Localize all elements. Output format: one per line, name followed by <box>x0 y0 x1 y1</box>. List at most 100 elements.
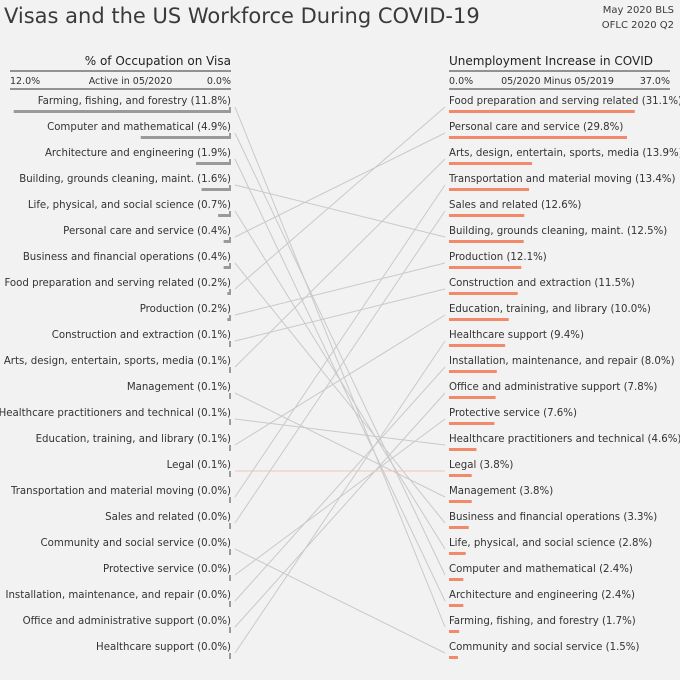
unemployment-bar <box>449 500 472 503</box>
connector-line <box>234 158 446 368</box>
visa-row-label: Construction and extraction (0.1%) <box>52 330 231 341</box>
visa-bar-end <box>229 471 231 477</box>
unemployment-bar <box>449 110 635 113</box>
visa-row-label: Food preparation and serving related (0.… <box>4 278 231 289</box>
source-oflc: OFLC 2020 Q2 <box>601 20 674 31</box>
unemployment-bar <box>449 448 477 451</box>
visa-bar <box>218 214 231 217</box>
visa-bar <box>13 110 231 113</box>
unemployment-bar <box>449 552 466 555</box>
unemployment-bar <box>449 266 522 269</box>
connector-line <box>234 288 446 342</box>
unemployment-bar <box>449 188 530 191</box>
unemployment-bar <box>449 422 495 425</box>
visa-bar-end <box>229 237 231 243</box>
visa-bar <box>140 136 231 139</box>
unemployment-row-label: Business and financial operations (3.3%) <box>449 512 657 523</box>
visa-bar <box>201 188 231 191</box>
visa-bar-end <box>229 367 231 373</box>
visa-row-label: Office and administrative support (0.0%) <box>23 616 231 627</box>
unemployment-row-label: Community and social service (1.5%) <box>449 642 639 653</box>
unemployment-row-label: Computer and mathematical (2.4%) <box>449 564 633 575</box>
left-panel-title: % of Occupation on Visa <box>85 54 231 68</box>
visa-bar-end <box>229 653 231 659</box>
unemployment-bar <box>449 526 469 529</box>
visa-bar-end <box>229 549 231 555</box>
right-axis-min-label: 0.0% <box>449 76 473 87</box>
connector-line <box>234 314 446 446</box>
visa-row-label: Life, physical, and social science (0.7%… <box>28 200 231 211</box>
left-axis-center-label: Active in 05/2020 <box>89 76 173 87</box>
connector-line <box>234 210 446 524</box>
connector-line <box>234 548 446 654</box>
connector-line <box>234 366 446 602</box>
visa-bar-end <box>229 185 231 191</box>
connector-line <box>234 106 446 290</box>
connector-line <box>234 184 446 238</box>
visa-bar-end <box>229 133 231 139</box>
unemployment-bar <box>449 370 497 373</box>
visa-row-label: Installation, maintenance, and repair (0… <box>5 590 231 601</box>
source-bls: May 2020 BLS <box>602 5 674 16</box>
visa-row-label: Arts, design, entertain, sports, media (… <box>4 356 231 367</box>
chart-title: Visas and the US Workforce During COVID-… <box>4 4 480 28</box>
right-axis-center-label: 05/2020 Minus 05/2019 <box>501 76 614 87</box>
visa-row-label: Management (0.1%) <box>127 382 231 393</box>
unemployment-row-label: Education, training, and library (10.0%) <box>449 304 651 315</box>
visa-bar-end <box>229 107 231 113</box>
unemployment-bar <box>449 136 627 139</box>
visa-row-label: Healthcare support (0.0%) <box>96 642 231 653</box>
unemployment-bar <box>449 240 524 243</box>
visa-bar-end <box>229 315 231 321</box>
visa-bar-end <box>229 627 231 633</box>
unemployment-row-label: Production (12.1%) <box>449 252 547 263</box>
visa-row-label: Farming, fishing, and forestry (11.8%) <box>38 96 231 107</box>
left-axis-max-label: 12.0% <box>10 76 40 87</box>
unemployment-row-label: Building, grounds cleaning, maint. (12.5… <box>449 226 667 237</box>
unemployment-bar <box>449 396 496 399</box>
unemployment-row-label: Transportation and material moving (13.4… <box>448 174 675 185</box>
visa-row-label: Protective service (0.0%) <box>103 564 231 575</box>
unemployment-row-label: Legal (3.8%) <box>449 460 513 471</box>
unemployment-row-label: Architecture and engineering (2.4%) <box>449 590 635 601</box>
unemployment-row-label: Office and administrative support (7.8%) <box>449 382 657 393</box>
visa-bar-end <box>229 575 231 581</box>
visa-row-label: Computer and mathematical (4.9%) <box>47 122 231 133</box>
connector-line <box>234 262 446 316</box>
unemployment-bar <box>449 604 464 607</box>
visa-bar-end <box>229 601 231 607</box>
visa-bar-end <box>229 159 231 165</box>
visa-bar-end <box>229 497 231 503</box>
connector-line <box>234 132 446 238</box>
visa-row-label: Healthcare practitioners and technical (… <box>0 408 231 419</box>
visa-bar-end <box>229 289 231 295</box>
unemployment-row-label: Sales and related (12.6%) <box>449 200 581 211</box>
visa-bar <box>196 162 231 165</box>
unemployment-row-label: Healthcare practitioners and technical (… <box>449 434 680 445</box>
connector-line <box>234 132 446 576</box>
visa-bar-end <box>229 419 231 425</box>
visa-row-label: Building, grounds cleaning, maint. (1.6%… <box>19 174 231 185</box>
unemployment-row-label: Personal care and service (29.8%) <box>449 122 623 133</box>
connector-line <box>234 392 446 628</box>
unemployment-bar <box>449 344 506 347</box>
unemployment-row-label: Healthcare support (9.4%) <box>449 330 584 341</box>
connector-line <box>234 418 446 446</box>
visa-row-label: Education, training, and library (0.1%) <box>36 434 231 445</box>
unemployment-bar <box>449 162 533 165</box>
visa-row-label: Personal care and service (0.4%) <box>63 226 231 237</box>
unemployment-bar <box>449 656 458 659</box>
unemployment-row-label: Food preparation and serving related (31… <box>449 96 680 107</box>
unemployment-row-label: Construction and extraction (11.5%) <box>449 278 635 289</box>
unemployment-bar <box>449 578 464 581</box>
unemployment-row-label: Life, physical, and social science (2.8%… <box>449 538 652 549</box>
visa-bar-end <box>229 341 231 347</box>
visa-bar-end <box>229 263 231 269</box>
unemployment-bar <box>449 214 525 217</box>
unemployment-row-label: Management (3.8%) <box>449 486 553 497</box>
visa-row-label: Business and financial operations (0.4%) <box>23 252 231 263</box>
unemployment-bar <box>449 474 472 477</box>
visa-row-label: Architecture and engineering (1.9%) <box>45 148 231 159</box>
visa-row-label: Transportation and material moving (0.0%… <box>10 486 231 497</box>
